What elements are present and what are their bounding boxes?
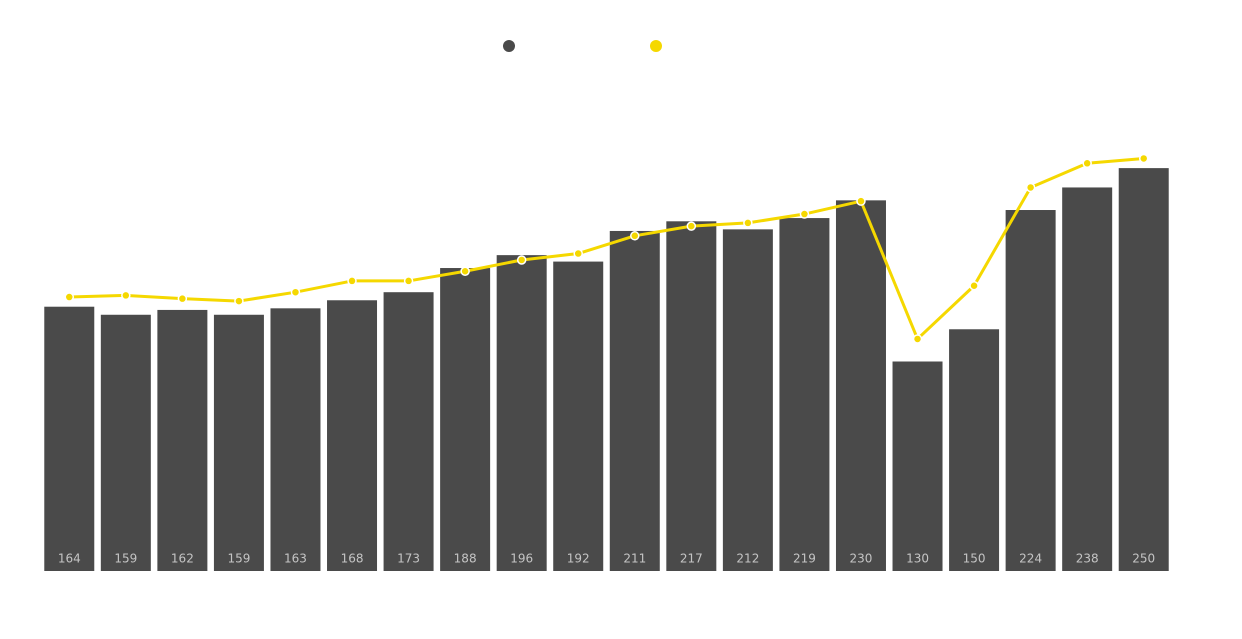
line-point — [969, 281, 979, 291]
bar — [157, 309, 208, 571]
line-point — [686, 221, 697, 231]
legend-marker — [650, 40, 662, 52]
bar-value-label: 188 — [454, 552, 477, 566]
bar-value-label: 196 — [510, 552, 533, 566]
line-point — [460, 266, 470, 277]
bar — [496, 255, 547, 571]
bar — [1118, 168, 1169, 571]
bar-value-label: 230 — [850, 552, 873, 566]
bar-value-label: 164 — [58, 552, 81, 566]
line-point — [912, 334, 923, 344]
bar-value-label: 238 — [1076, 552, 1099, 566]
bar-value-label: 159 — [227, 552, 250, 566]
line-point — [1082, 158, 1092, 169]
line-point — [573, 248, 583, 259]
line-point — [290, 287, 301, 297]
line-point — [516, 255, 527, 265]
bar-value-label: 224 — [1019, 552, 1042, 566]
bar — [440, 268, 491, 571]
bar-value-label: 212 — [736, 552, 759, 566]
bar-value-label: 162 — [171, 552, 194, 566]
line-point — [1138, 153, 1149, 164]
bar-value-label: 163 — [284, 552, 307, 566]
bar — [270, 308, 321, 571]
bar-value-label: 173 — [397, 552, 420, 566]
bar-value-label: 168 — [341, 552, 364, 566]
line-point — [177, 293, 188, 304]
bar — [213, 314, 264, 571]
bar-value-label: 250 — [1132, 552, 1155, 566]
bar-value-label: 192 — [567, 552, 590, 566]
bar-value-label: 130 — [906, 552, 929, 566]
bar — [1005, 210, 1056, 571]
bar — [609, 230, 660, 571]
line — [69, 156, 1144, 341]
bar — [553, 261, 604, 571]
bar-value-label: 219 — [793, 552, 816, 566]
bar — [666, 221, 717, 572]
bar — [1062, 187, 1113, 571]
line-point — [121, 290, 131, 301]
line-point — [856, 196, 866, 206]
line-point — [799, 209, 810, 219]
bar — [949, 329, 1000, 571]
line-point — [1025, 182, 1036, 193]
line-point — [743, 218, 753, 228]
line-point — [403, 276, 414, 286]
line-point — [64, 292, 75, 302]
bar — [327, 300, 378, 571]
bar — [44, 306, 95, 571]
bar-value-label: 159 — [114, 552, 137, 566]
bar — [722, 229, 773, 571]
bar-value-label: 211 — [623, 552, 646, 566]
line-point — [347, 276, 357, 286]
bar — [100, 314, 151, 571]
bar-value-label: 150 — [963, 552, 986, 566]
line-point — [630, 231, 640, 241]
bar — [779, 218, 830, 572]
bar-value-label: 217 — [680, 552, 703, 566]
bar — [835, 200, 886, 571]
line-point — [234, 296, 244, 306]
bar — [383, 292, 434, 571]
legend-marker — [503, 40, 515, 52]
bar — [892, 361, 943, 571]
